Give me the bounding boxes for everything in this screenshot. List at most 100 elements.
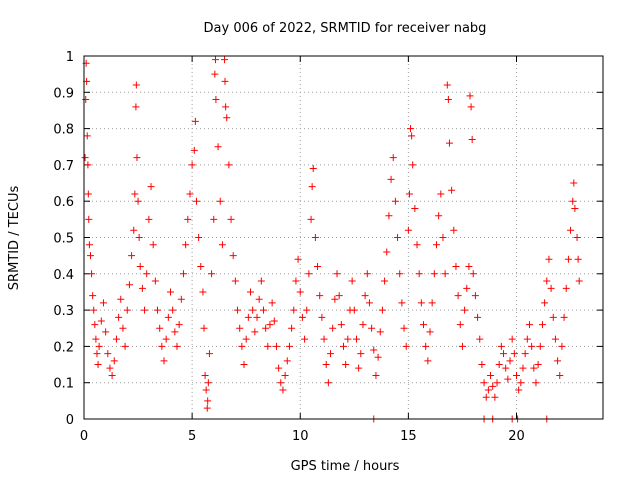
data-point — [204, 379, 212, 387]
data-point — [404, 226, 412, 234]
data-point — [547, 284, 555, 292]
data-point — [200, 324, 208, 332]
data-point — [359, 321, 367, 329]
data-point — [234, 306, 242, 314]
data-point — [211, 70, 219, 78]
data-point — [102, 328, 110, 336]
data-point — [83, 132, 91, 140]
x-axis-label: GPS time / hours — [291, 459, 400, 474]
data-point — [141, 306, 149, 314]
data-point — [112, 335, 120, 343]
data-point — [370, 346, 378, 354]
data-point — [363, 270, 371, 278]
data-point — [222, 103, 230, 111]
data-point — [81, 154, 89, 162]
data-point — [94, 361, 102, 369]
data-point — [413, 241, 421, 249]
data-point — [205, 350, 213, 358]
data-point — [567, 226, 575, 234]
data-point — [145, 215, 153, 223]
y-tick-label: 0.8 — [53, 123, 74, 138]
data-point — [277, 379, 285, 387]
axis-ticks: 00.10.20.30.40.50.60.70.80.910 5 10 15 20 — [53, 50, 603, 444]
data-point — [335, 292, 343, 300]
data-point — [236, 324, 244, 332]
data-point — [463, 284, 471, 292]
data-point — [504, 375, 512, 383]
data-point — [177, 295, 185, 303]
data-point — [119, 324, 127, 332]
data-point — [253, 313, 261, 321]
data-point — [214, 143, 222, 151]
data-point — [484, 386, 492, 394]
data-point — [208, 270, 216, 278]
data-point — [530, 364, 538, 372]
data-point — [329, 324, 337, 332]
data-point — [574, 255, 582, 263]
data-point — [167, 288, 174, 296]
data-point — [311, 234, 319, 241]
data-point — [432, 241, 440, 249]
data-point — [506, 357, 514, 365]
data-point — [110, 357, 118, 365]
data-point — [147, 183, 155, 191]
data-point — [221, 56, 229, 64]
x-tick-label: 10 — [292, 429, 309, 444]
data-point — [420, 321, 428, 329]
data-point — [108, 371, 116, 379]
data-point — [569, 197, 577, 205]
data-point — [344, 335, 352, 343]
data-point — [211, 56, 219, 64]
data-point — [422, 342, 430, 350]
data-point — [476, 335, 484, 343]
data-point — [443, 81, 451, 89]
data-point — [361, 292, 369, 300]
data-point — [202, 386, 210, 394]
data-point — [125, 281, 133, 289]
data-point — [281, 371, 289, 379]
data-point — [204, 397, 212, 405]
data-point — [571, 204, 579, 212]
data-point — [575, 277, 583, 285]
data-point — [333, 270, 341, 278]
data-point — [441, 270, 449, 278]
y-tick-label: 0.4 — [53, 268, 74, 283]
data-point — [437, 190, 445, 198]
data-point — [85, 241, 93, 249]
x-tick-label: 20 — [508, 429, 525, 444]
data-point — [314, 263, 322, 271]
data-point — [123, 306, 131, 314]
data-point — [407, 125, 415, 133]
data-point — [93, 350, 101, 358]
data-point — [130, 226, 138, 234]
data-point — [402, 342, 410, 350]
data-point — [86, 252, 94, 260]
data-points — [81, 56, 583, 423]
data-point — [551, 335, 559, 343]
data-point — [389, 154, 397, 162]
data-point — [158, 342, 166, 350]
data-point — [88, 270, 96, 278]
data-point — [426, 328, 434, 336]
data-point — [500, 350, 508, 358]
data-point — [89, 292, 97, 300]
data-point — [225, 161, 233, 169]
data-point — [292, 277, 300, 285]
data-point — [186, 190, 194, 198]
data-point — [478, 361, 486, 369]
data-point — [352, 335, 360, 343]
data-point — [115, 313, 123, 321]
data-point — [525, 321, 533, 329]
data-point — [348, 277, 356, 285]
data-point — [327, 350, 335, 358]
data-point — [510, 350, 518, 358]
y-axis-label: SRMTID / TECUs — [7, 186, 22, 291]
data-point — [199, 288, 207, 296]
data-point — [482, 393, 490, 401]
data-point — [249, 306, 257, 314]
data-point — [415, 270, 423, 278]
data-point — [445, 139, 453, 147]
data-point — [318, 313, 326, 321]
data-point — [424, 357, 432, 365]
data-point — [372, 371, 380, 379]
